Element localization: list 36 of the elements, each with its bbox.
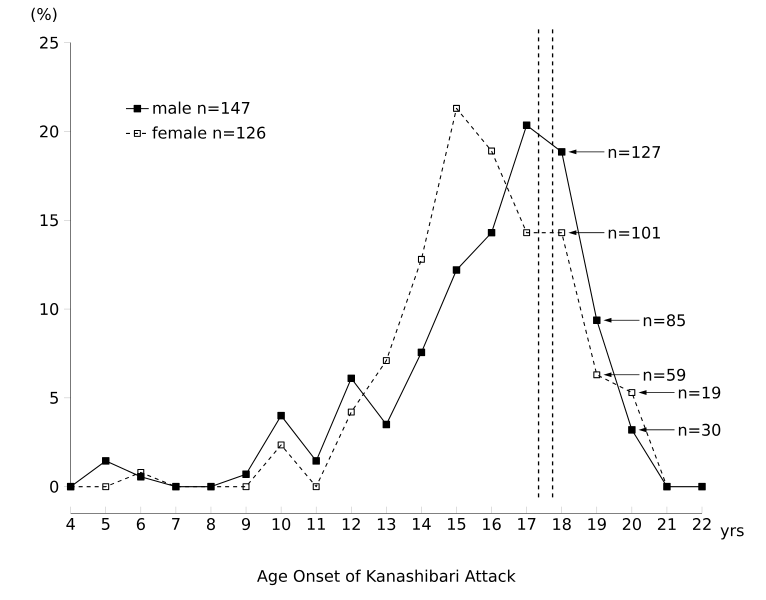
y-tick-label: 5	[50, 392, 58, 404]
y-tick-label: 15	[40, 214, 58, 226]
x-tick-label: 15	[448, 518, 466, 530]
x-tick-label: 9	[242, 518, 250, 530]
text: yrs	[720, 527, 744, 540]
x-tick-label: 13	[378, 518, 396, 530]
y-tick-label: 0	[50, 480, 58, 493]
annotation: n=59	[644, 368, 686, 381]
x-tick-label: 7	[172, 518, 180, 530]
x-tick-label: 6	[136, 518, 145, 530]
x-axis-title: Age Onset of Kanashibari Attack	[257, 570, 516, 586]
x-tick-label: 8	[206, 518, 215, 530]
y-tick-label: 20	[40, 125, 58, 138]
x-tick-label: 20	[622, 518, 641, 530]
legend-label: male n=147	[153, 102, 250, 114]
x-tick-label: 16	[483, 518, 501, 530]
x-tick-label: 17	[518, 518, 536, 530]
x-tick-label: 10	[272, 518, 290, 530]
x-tick-label: 21	[658, 518, 676, 530]
x-tick-label: 4	[66, 518, 75, 530]
legend-label: female n=126	[152, 126, 266, 139]
annotation: n=30	[678, 424, 720, 436]
x-tick-label: 11	[308, 518, 325, 530]
x-tick-label: 19	[588, 518, 606, 530]
x-tick-label: 22	[693, 518, 711, 530]
y-axis-title: (%)	[32, 8, 56, 22]
x-tick-label: 18	[553, 518, 571, 530]
x-tick-label: 12	[342, 518, 360, 530]
x-tick-label: 14	[412, 518, 431, 530]
annotation: n=85	[644, 314, 685, 326]
y-tick-label: 10	[40, 303, 58, 316]
x-tick-label: 5	[102, 518, 110, 530]
annotation: n=101	[608, 226, 660, 239]
annotation: n=19	[678, 386, 720, 399]
annotation: n=127	[608, 146, 660, 158]
y-tick-label: 25	[40, 36, 58, 49]
